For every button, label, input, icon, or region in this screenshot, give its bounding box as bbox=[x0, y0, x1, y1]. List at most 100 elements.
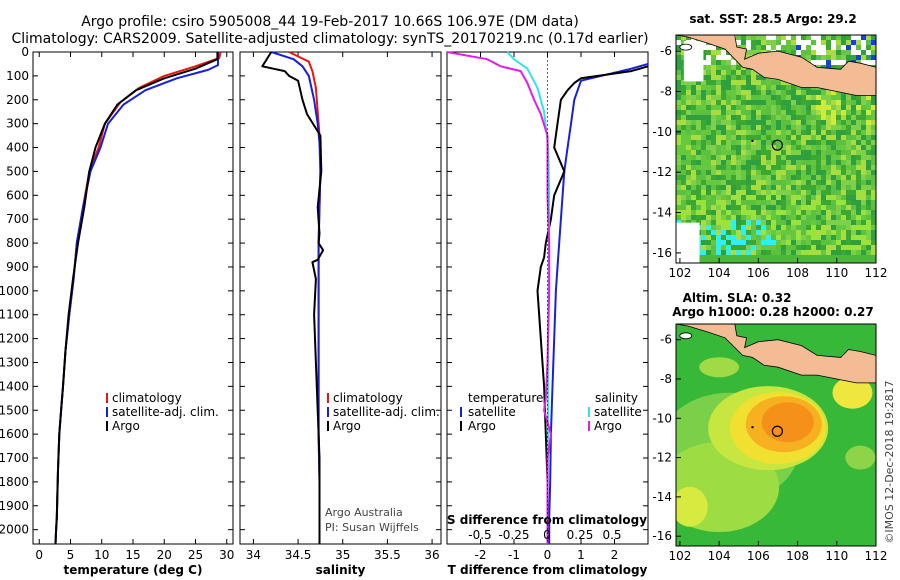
sst-cell bbox=[861, 55, 866, 60]
pressure-tick-label: 1700 bbox=[0, 451, 29, 465]
sst-cell bbox=[716, 145, 721, 150]
sst-cell bbox=[681, 145, 686, 150]
sst-cell bbox=[801, 155, 806, 160]
sst-cell bbox=[786, 120, 791, 125]
sst-cell bbox=[866, 200, 871, 205]
sst-cell bbox=[826, 45, 831, 50]
sst-cell bbox=[841, 235, 846, 240]
sst-cell bbox=[826, 200, 831, 205]
sst-cell bbox=[841, 100, 846, 105]
x-tick-label: 0 bbox=[35, 548, 43, 562]
sst-cell bbox=[821, 60, 826, 65]
sst-cell bbox=[706, 95, 711, 100]
sst-cell bbox=[881, 175, 886, 180]
sst-cell bbox=[796, 200, 801, 205]
sst-cell bbox=[706, 115, 711, 120]
sst-cell bbox=[711, 90, 716, 95]
sst-cell bbox=[851, 220, 856, 225]
sst-cell bbox=[746, 115, 751, 120]
sst-cell bbox=[821, 90, 826, 95]
sst-cell bbox=[786, 250, 791, 255]
sst-cell bbox=[781, 225, 786, 230]
sst-cell bbox=[696, 195, 701, 200]
sst-cell bbox=[736, 175, 741, 180]
sst-cell bbox=[691, 180, 696, 185]
sst-cell bbox=[771, 150, 776, 155]
sst-cell bbox=[751, 110, 756, 115]
sst-cell bbox=[721, 190, 726, 195]
sst-cell bbox=[781, 185, 786, 190]
sst-cell bbox=[741, 195, 746, 200]
sst-cell bbox=[716, 155, 721, 160]
sst-cell bbox=[756, 90, 761, 95]
sst-cell bbox=[826, 120, 831, 125]
sst-cell bbox=[841, 225, 846, 230]
legend-title-salinity: salinity bbox=[595, 391, 638, 405]
sst-cell bbox=[726, 165, 731, 170]
sst-cell bbox=[716, 190, 721, 195]
sst-cell bbox=[786, 155, 791, 160]
sst-cell bbox=[711, 140, 716, 145]
sst-cell bbox=[711, 195, 716, 200]
sst-cell bbox=[816, 135, 821, 140]
sst-cell bbox=[776, 235, 781, 240]
sst-cell bbox=[716, 80, 721, 85]
sst-cell bbox=[876, 210, 881, 215]
sst-cell bbox=[731, 220, 736, 225]
sst-cell bbox=[736, 190, 741, 195]
sst-cell bbox=[701, 75, 706, 80]
sst-cell bbox=[841, 175, 846, 180]
sst-cell bbox=[731, 235, 736, 240]
sst-cell bbox=[796, 225, 801, 230]
sst-cell bbox=[741, 120, 746, 125]
sst-cell bbox=[811, 105, 816, 110]
sst-cell bbox=[731, 230, 736, 235]
sst-cell bbox=[861, 185, 866, 190]
x-tick-label: 5 bbox=[67, 548, 75, 562]
sst-cell bbox=[821, 230, 826, 235]
sst-cell bbox=[761, 135, 766, 140]
sst-cell bbox=[856, 115, 861, 120]
sst-cell bbox=[686, 205, 691, 210]
sst-cell bbox=[726, 210, 731, 215]
sst-cell bbox=[746, 155, 751, 160]
sst-cell bbox=[766, 120, 771, 125]
sst-cell bbox=[771, 135, 776, 140]
sst-cell bbox=[686, 195, 691, 200]
sst-cell bbox=[771, 240, 776, 245]
sst-cell bbox=[771, 200, 776, 205]
sst-cell bbox=[861, 210, 866, 215]
sst-cell bbox=[691, 205, 696, 210]
sst-cell bbox=[816, 40, 821, 45]
sst-cell bbox=[721, 125, 726, 130]
sst-cell bbox=[731, 240, 736, 245]
sst-cell bbox=[781, 40, 786, 45]
sst-cell bbox=[806, 110, 811, 115]
sst-cell bbox=[776, 150, 781, 155]
sst-cell bbox=[846, 225, 851, 230]
sst-cell bbox=[746, 160, 751, 165]
sst-cell bbox=[746, 185, 751, 190]
sst-cell bbox=[741, 155, 746, 160]
sst-cell bbox=[741, 200, 746, 205]
sst-cell bbox=[706, 120, 711, 125]
sst-cell bbox=[861, 45, 866, 50]
sst-cell bbox=[706, 70, 711, 75]
sst-cell bbox=[771, 85, 776, 90]
sst-cell bbox=[736, 100, 741, 105]
sst-cell bbox=[736, 165, 741, 170]
sst-cell bbox=[756, 155, 761, 160]
sst-cell bbox=[816, 50, 821, 55]
sst-cell bbox=[776, 35, 781, 40]
sst-cell bbox=[696, 155, 701, 160]
sst-cell bbox=[711, 150, 716, 155]
sst-cell bbox=[716, 165, 721, 170]
sst-cell bbox=[831, 195, 836, 200]
x-axis-label: temperature (deg C) bbox=[64, 563, 203, 577]
sst-cell bbox=[826, 235, 831, 240]
sst-cell bbox=[866, 35, 871, 40]
sst-cell bbox=[691, 125, 696, 130]
sst-cell bbox=[731, 110, 736, 115]
sst-cell bbox=[836, 160, 841, 165]
sst-cell bbox=[791, 205, 796, 210]
